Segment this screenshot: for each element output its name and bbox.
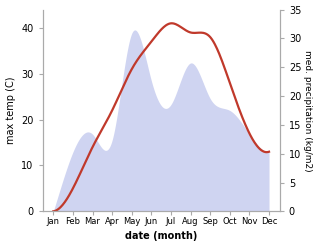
X-axis label: date (month): date (month) [125, 231, 197, 242]
Y-axis label: med. precipitation (kg/m2): med. precipitation (kg/m2) [303, 50, 313, 171]
Y-axis label: max temp (C): max temp (C) [5, 77, 16, 144]
